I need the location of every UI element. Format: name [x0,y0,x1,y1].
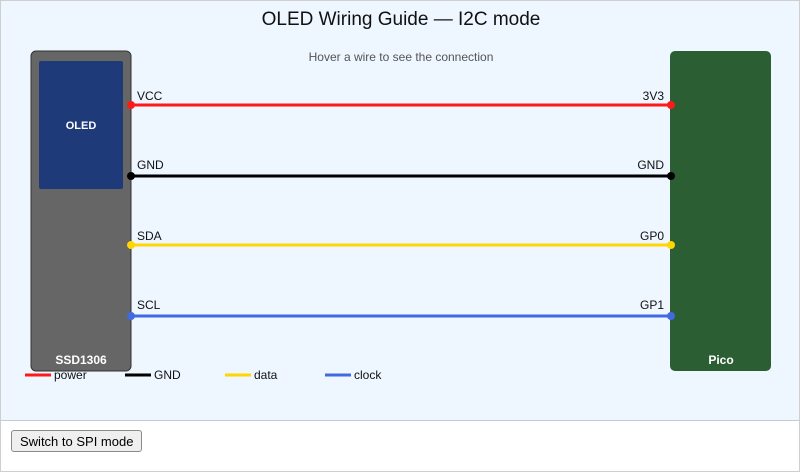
switch-mode-button[interactable]: Switch to SPI mode [11,430,143,452]
pico-pin-dot [667,241,675,249]
wiring-diagram: OLED Wiring Guide — I2C mode Hover a wir… [1,1,799,421]
wire-vcc[interactable]: VCC 3V3 [127,89,675,109]
wire-gnd[interactable]: GND GND [127,158,675,180]
oled-screen-label: OLED [66,120,97,132]
oled-pin-label: VCC [137,89,163,103]
oled-pin-dot [127,241,135,249]
pico-pin-dot [667,101,675,109]
oled-pin-label: GND [137,158,164,172]
pico-board-label: Pico [708,353,733,367]
oled-board-label: SSD1306 [55,353,107,367]
legend-item-data: data [225,368,278,382]
control-bar: Switch to SPI mode [1,421,799,471]
pico-board-body [670,51,771,371]
pico-pin-dot [667,312,675,320]
oled-pin-dot [127,172,135,180]
legend-label: data [254,368,278,382]
legend-item-clock: clock [325,368,382,382]
legend-label: clock [354,368,382,382]
oled-screen [39,61,123,189]
wire-scl[interactable]: SCL GP1 [127,298,675,320]
legend-item-gnd: GND [125,368,181,382]
pico-pin-label: 3V3 [643,89,665,103]
wire-sda[interactable]: SDA GP0 [127,229,675,249]
oled-pin-label: SCL [137,298,161,312]
pico-pin-dot [667,172,675,180]
legend-label: power [54,368,87,382]
legend: power GND data clock [25,368,382,382]
diagram-title: OLED Wiring Guide — I2C mode [262,9,541,30]
pico-pin-label: GP1 [640,298,664,312]
legend-label: GND [154,368,181,382]
diagram-svg: OLED Wiring Guide — I2C mode Hover a wir… [25,9,771,382]
pico-board: Pico [670,51,771,371]
oled-pin-label: SDA [137,229,162,243]
pico-pin-label: GND [637,158,664,172]
oled-pin-dot [127,101,135,109]
oled-module: OLED SSD1306 [30,50,132,372]
legend-item-power: power [25,368,87,382]
oled-pin-dot [127,312,135,320]
hover-hint: Hover a wire to see the connection [309,50,494,64]
pico-pin-label: GP0 [640,229,664,243]
